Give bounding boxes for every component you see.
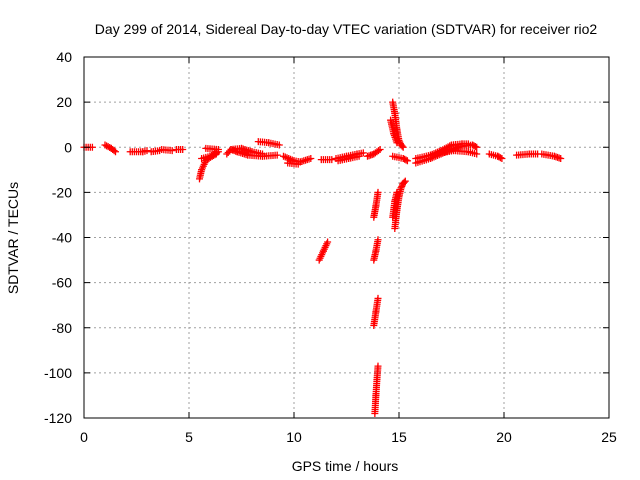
x-tick-label: 25 bbox=[601, 429, 617, 445]
data-point bbox=[328, 156, 336, 164]
series-ah bbox=[538, 150, 565, 163]
series-s bbox=[364, 146, 384, 160]
series-f bbox=[172, 146, 187, 154]
series-af bbox=[485, 150, 506, 163]
series-c bbox=[126, 147, 151, 156]
data-point bbox=[376, 146, 384, 154]
series-k bbox=[227, 144, 266, 158]
series-i bbox=[202, 144, 222, 154]
data-markers bbox=[80, 98, 565, 417]
data-point bbox=[374, 294, 382, 302]
series-w bbox=[370, 188, 382, 221]
x-tick-label: 5 bbox=[185, 429, 193, 445]
y-tick-label: -60 bbox=[52, 275, 72, 291]
data-point bbox=[143, 147, 151, 155]
series-e bbox=[158, 146, 176, 155]
data-point bbox=[168, 147, 176, 155]
y-tick-label: -120 bbox=[44, 410, 72, 426]
data-point bbox=[324, 238, 332, 246]
grid-lines bbox=[84, 57, 609, 418]
series-aa bbox=[387, 116, 401, 147]
series-ab bbox=[389, 152, 411, 165]
series-d bbox=[147, 147, 164, 156]
series-p bbox=[317, 156, 336, 164]
y-tick-label: -100 bbox=[44, 365, 72, 381]
series-y bbox=[389, 188, 401, 221]
data-point bbox=[374, 188, 382, 196]
data-point bbox=[401, 177, 409, 185]
data-point bbox=[355, 152, 363, 160]
data-point bbox=[498, 155, 506, 163]
x-tick-label: 15 bbox=[391, 429, 407, 445]
x-tick-label: 20 bbox=[496, 429, 512, 445]
data-point bbox=[307, 155, 315, 163]
data-point bbox=[393, 139, 401, 147]
series-o bbox=[315, 238, 332, 264]
data-point bbox=[273, 151, 281, 159]
data-point bbox=[275, 141, 283, 149]
data-point bbox=[464, 140, 472, 148]
x-axis-label: GPS time / hours bbox=[292, 458, 399, 474]
x-tick-label: 0 bbox=[80, 429, 88, 445]
series-b bbox=[101, 141, 119, 156]
data-point bbox=[112, 148, 119, 156]
data-point bbox=[375, 147, 383, 155]
data-point bbox=[399, 143, 407, 151]
series-n bbox=[284, 159, 302, 168]
series-l bbox=[254, 138, 283, 149]
data-point bbox=[259, 150, 266, 158]
series-t bbox=[371, 362, 382, 417]
data-point bbox=[110, 147, 118, 155]
data-point bbox=[393, 188, 401, 196]
data-point bbox=[359, 149, 367, 157]
series-v bbox=[370, 236, 382, 264]
data-point bbox=[473, 143, 481, 151]
data-point bbox=[471, 142, 479, 150]
y-tick-label: -40 bbox=[52, 230, 72, 246]
data-point bbox=[374, 362, 382, 370]
y-tick-label: 20 bbox=[56, 94, 72, 110]
data-point bbox=[88, 143, 96, 151]
series-ae bbox=[437, 147, 481, 158]
data-point bbox=[397, 184, 405, 192]
data-point bbox=[214, 146, 222, 154]
axis-ticks: 0 5 10 15 20 25 40 20 0 -20 -40 -60 -80 -100 -120 bbox=[44, 49, 617, 445]
data-point bbox=[497, 154, 504, 162]
data-point bbox=[473, 150, 481, 158]
y-tick-label: 0 bbox=[64, 139, 72, 155]
data-point bbox=[402, 156, 410, 164]
data-point bbox=[398, 142, 406, 150]
data-point bbox=[179, 146, 187, 154]
series-u bbox=[370, 294, 382, 329]
chart-title: Day 299 of 2014, Sidereal Day-to-day VTE… bbox=[95, 21, 598, 37]
series-ag bbox=[513, 150, 542, 159]
y-tick-label: -20 bbox=[52, 184, 72, 200]
data-point bbox=[374, 236, 382, 244]
series-r bbox=[334, 152, 363, 165]
y-tick-label: 40 bbox=[56, 49, 72, 65]
x-tick-label: 10 bbox=[286, 429, 302, 445]
y-tick-label: -80 bbox=[52, 320, 72, 336]
data-point bbox=[294, 160, 302, 168]
data-point bbox=[557, 155, 565, 163]
data-point bbox=[400, 178, 408, 186]
data-point bbox=[398, 182, 406, 190]
data-point bbox=[403, 157, 411, 165]
y-axis-label: SDTVAR / TECUs bbox=[5, 182, 21, 294]
